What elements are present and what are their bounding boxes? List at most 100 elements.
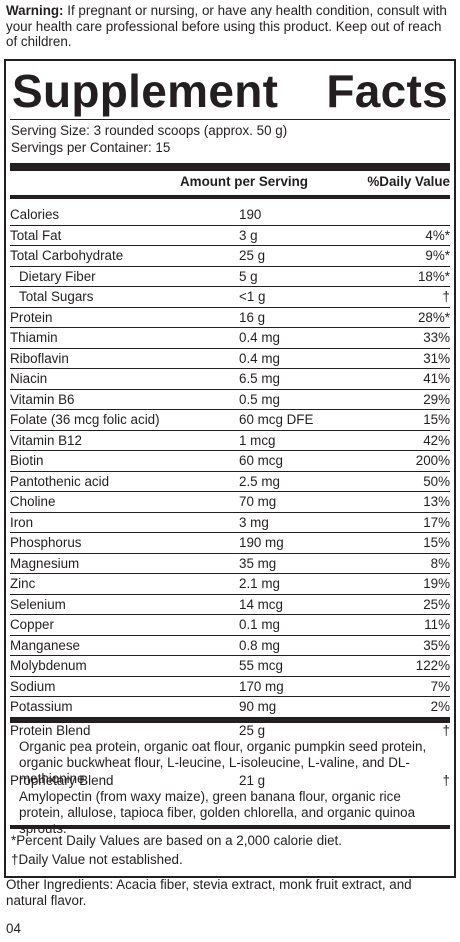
nutrient-amount: 16 g bbox=[239, 309, 266, 325]
serving-size: Serving Size: 3 rounded scoops (approx. … bbox=[11, 123, 288, 138]
nutrient-name: Zinc bbox=[10, 576, 36, 591]
nutrient-amount: 0.1 mg bbox=[239, 617, 280, 632]
amount-header: Amount per Serving bbox=[180, 174, 308, 189]
nutrient-dv: 28%* bbox=[417, 309, 450, 325]
title-rule bbox=[10, 119, 450, 120]
warning-body: If pregnant or nursing, or have any heal… bbox=[6, 3, 447, 49]
nutrient-row: Thiamin 0.4 mg 33% bbox=[10, 328, 450, 349]
nutrient-rows: Calories 190 Total Fat 3 g 4%* Total Carbohyd… bbox=[10, 205, 450, 718]
nutrient-amount: <1 g bbox=[239, 289, 266, 304]
nutrient-row: Dietary Fiber 5 g 18%* bbox=[10, 267, 450, 287]
nutrient-amount: 60 mcg DFE bbox=[239, 412, 314, 427]
nutrient-row: Calories 190 bbox=[10, 205, 450, 226]
nutrient-row: Selenium 14 mcg 25% bbox=[10, 595, 450, 615]
warning-text: Warning: If pregnant or nursing, or have… bbox=[6, 3, 456, 50]
nutrient-name: Sodium bbox=[10, 678, 56, 694]
nutrient-row: Phosphorus 190 mg 15% bbox=[10, 533, 450, 554]
title-right: Facts bbox=[326, 65, 448, 117]
nutrient-name: Vitamin B6 bbox=[10, 391, 75, 407]
nutrient-row: Potassium 90 mg 2% bbox=[10, 697, 450, 718]
nutrient-name: Riboflavin bbox=[10, 350, 69, 366]
nutrient-amount: 3 g bbox=[239, 227, 258, 243]
thick-rule-blend bbox=[10, 717, 450, 723]
nutrient-row: Riboflavin 0.4 mg 31% bbox=[10, 349, 450, 369]
nutrient-dv: 17% bbox=[423, 514, 450, 530]
nutrient-row: Sodium 170 mg 7% bbox=[10, 677, 450, 697]
header-rule bbox=[10, 195, 450, 199]
nutrient-dv: 33% bbox=[423, 330, 450, 345]
nutrient-row: Total Sugars <1 g † bbox=[10, 287, 450, 308]
nutrient-name: Molybdenum bbox=[10, 658, 87, 673]
nutrient-amount: 1 mcg bbox=[239, 432, 276, 448]
thick-rule-top bbox=[10, 163, 450, 171]
servings-per-container: Servings per Container: 15 bbox=[11, 140, 171, 155]
nutrient-dv: 42% bbox=[423, 432, 450, 448]
nutrient-dv: † bbox=[442, 289, 450, 304]
nutrient-name: Magnesium bbox=[10, 555, 80, 571]
nutrient-dv: 25% bbox=[423, 596, 450, 612]
nutrient-name: Iron bbox=[10, 514, 34, 530]
blend-name: Proprietary Blend bbox=[10, 773, 114, 788]
nutrient-amount: 2.1 mg bbox=[239, 576, 280, 591]
nutrient-dv: 7% bbox=[430, 678, 450, 694]
nutrient-amount: 25 g bbox=[239, 248, 266, 263]
nutrient-dv: 41% bbox=[423, 371, 450, 386]
nutrient-amount: 0.4 mg bbox=[239, 350, 280, 366]
nutrient-amount: 0.8 mg bbox=[239, 637, 280, 653]
blend-dv: † bbox=[442, 773, 450, 788]
title-left: Supplement bbox=[12, 65, 279, 117]
footnote-dv: *Percent Daily Values are based on a 2,0… bbox=[11, 833, 342, 848]
nutrient-amount: 2.5 mg bbox=[239, 473, 280, 489]
nutrient-row: Biotin 60 mcg 200% bbox=[10, 451, 450, 472]
nutrient-name: Protein bbox=[10, 309, 53, 325]
nutrient-name: Phosphorus bbox=[10, 535, 82, 550]
nutrient-dv: 29% bbox=[423, 391, 450, 407]
supplement-facts-panel: Supplement Facts Serving Size: 3 rounded… bbox=[4, 59, 456, 878]
nutrient-row: Choline 70 mg 13% bbox=[10, 492, 450, 513]
column-header: Amount per Serving %Daily Value bbox=[10, 173, 450, 193]
nutrient-name: Thiamin bbox=[10, 330, 58, 345]
nutrient-row: Vitamin B6 0.5 mg 29% bbox=[10, 390, 450, 410]
nutrient-amount: 55 mcg bbox=[239, 658, 283, 673]
nutrient-dv: 8% bbox=[430, 555, 450, 571]
nutrient-name: Pantothenic acid bbox=[10, 473, 110, 489]
blend-name: Protein Blend bbox=[10, 723, 91, 738]
nutrient-row: Protein 16 g 28%* bbox=[10, 308, 450, 328]
nutrient-dv: 35% bbox=[423, 637, 450, 653]
nutrient-dv: 11% bbox=[424, 617, 450, 632]
nutrient-row: Pantothenic acid 2.5 mg 50% bbox=[10, 472, 450, 492]
nutrient-dv: 31% bbox=[423, 350, 450, 366]
nutrient-name: Calories bbox=[10, 207, 60, 222]
nutrient-amount: 3 mg bbox=[239, 514, 269, 530]
nutrient-row: Total Carbohydrate 25 g 9%* bbox=[10, 246, 450, 267]
nutrient-row: Iron 3 mg 17% bbox=[10, 513, 450, 533]
nutrient-amount: 35 mg bbox=[239, 555, 277, 571]
label-code: 04 bbox=[6, 921, 21, 936]
blend-desc: Organic pea protein, organic oat flour, … bbox=[19, 739, 427, 786]
nutrient-name: Total Fat bbox=[10, 227, 62, 243]
nutrient-name: Potassium bbox=[10, 699, 73, 714]
nutrient-dv: 18%* bbox=[417, 268, 450, 284]
nutrient-dv: 15% bbox=[423, 535, 450, 550]
nutrient-amount: 6.5 mg bbox=[239, 371, 280, 386]
panel-title: Supplement Facts bbox=[12, 63, 448, 119]
nutrient-amount: 60 mcg bbox=[239, 453, 283, 468]
nutrient-row: Molybdenum 55 mcg 122% bbox=[10, 656, 450, 677]
thick-rule-bottom bbox=[10, 825, 450, 829]
nutrient-amount: 170 mg bbox=[239, 678, 284, 694]
nutrient-dv: 4%* bbox=[425, 227, 450, 243]
warning-label: Warning: bbox=[6, 3, 64, 18]
nutrient-row: Manganese 0.8 mg 35% bbox=[10, 636, 450, 656]
nutrient-amount: 0.5 mg bbox=[239, 391, 280, 407]
nutrient-dv: 15% bbox=[423, 412, 450, 427]
nutrient-dv: 50% bbox=[423, 473, 450, 489]
nutrient-amount: 5 g bbox=[239, 268, 258, 284]
nutrient-name: Vitamin B12 bbox=[10, 432, 82, 448]
nutrient-name: Folate (36 mcg folic acid) bbox=[10, 412, 160, 427]
nutrient-amount: 190 bbox=[239, 207, 262, 222]
blend-dv: † bbox=[442, 723, 450, 738]
blend-desc: Amylopectin (from waxy maize), green ban… bbox=[19, 789, 416, 836]
nutrient-name: Niacin bbox=[10, 371, 48, 386]
nutrient-name: Choline bbox=[10, 494, 56, 509]
nutrient-name: Biotin bbox=[10, 453, 44, 468]
